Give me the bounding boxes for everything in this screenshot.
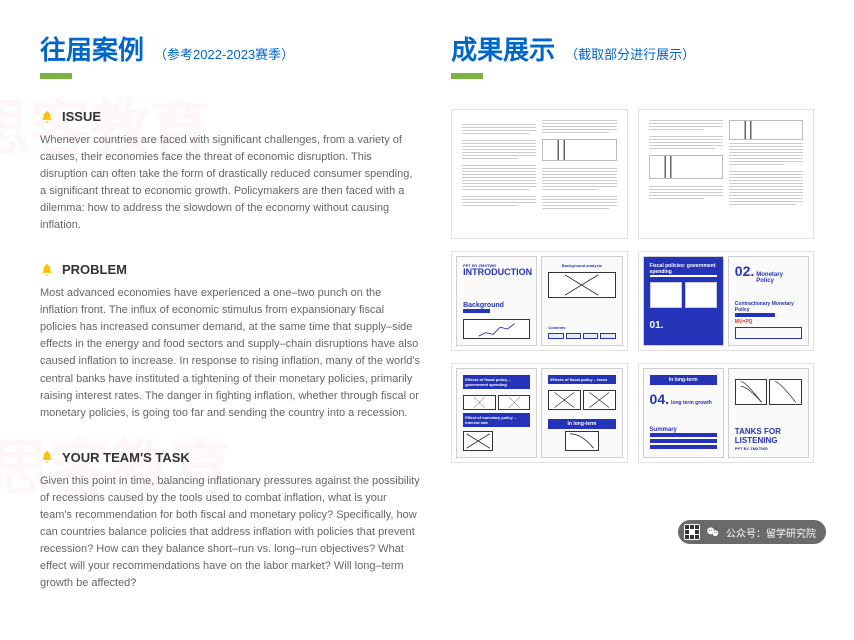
ppt-slide: Background analysis Contents — [541, 256, 622, 346]
ppt-chart-icon — [769, 379, 802, 405]
thumb-row — [451, 109, 814, 239]
doc-page — [729, 120, 803, 228]
section-problem: PROBLEM Most advanced economies have exp… — [40, 262, 421, 421]
ppt-effects-fiscal: Effects of fiscal policy – government sp… — [463, 375, 530, 389]
section-title: ISSUE — [62, 109, 101, 124]
ppt-contents-label: Contents — [548, 325, 615, 330]
section-task: YOUR TEAM'S TASK Given this point in tim… — [40, 450, 421, 592]
ppt-intro-title: INTRODUCTION — [463, 268, 530, 277]
ppt-chart-icon — [463, 319, 530, 339]
ppt-thumbnail: Fiscal policies: government spending 01.… — [638, 251, 814, 351]
wechat-badge[interactable]: 公众号：留学研究院 — [678, 520, 826, 544]
qr-code-icon — [684, 524, 700, 540]
ppt-fiscal-label: Fiscal policies: government spending — [650, 263, 717, 275]
thumbnail-grid: PPT BY ZMXTWD INTRODUCTION Background Ba… — [451, 109, 814, 463]
ppt-chart-icon — [548, 390, 581, 410]
ppt-chart-icon — [565, 431, 599, 451]
ppt-thumbnail: PPT BY ZMXTWD INTRODUCTION Background Ba… — [451, 251, 627, 351]
left-title: 往届案例 — [40, 30, 144, 67]
ppt-effects-fiscal2: Effects of fiscal policy – taxes — [548, 375, 615, 384]
section-body: Given this point in time, balancing infl… — [40, 473, 421, 592]
ppt-num-04: 04. — [650, 391, 669, 407]
ppt-effects-monetary: Effect of monetary policy – interest rat… — [463, 413, 530, 427]
ppt-chart-icon — [685, 282, 717, 308]
thumb-row: Effects of fiscal policy – government sp… — [451, 363, 814, 463]
ppt-chart-icon — [735, 379, 768, 405]
section-body: Most advanced economies have experienced… — [40, 285, 421, 421]
contents-boxes — [548, 333, 615, 339]
ppt-chart-icon — [548, 272, 615, 298]
mvpq-equation: MV=PQ — [735, 319, 802, 325]
wechat-badge-label: 公众号：留学研究院 — [726, 525, 816, 540]
ppt-chart-icon — [498, 395, 531, 410]
ppt-slide: TANKS FOR LISTENING PPT BY ZMXTWD — [728, 368, 809, 458]
ppt-chart-icon — [583, 390, 616, 410]
ppt-chart-icon — [650, 282, 682, 308]
bell-icon — [40, 450, 54, 464]
green-accent-bar — [40, 73, 72, 79]
ppt-slide: Effects of fiscal policy – government sp… — [456, 368, 537, 458]
document-thumbnail — [451, 109, 627, 239]
ppt-slide: Fiscal policies: government spending 01. — [643, 256, 724, 346]
left-subtitle: （参考2022-2023赛季） — [154, 44, 294, 63]
right-subtitle: （截取部分进行展示） — [565, 44, 695, 63]
ppt-slide: PPT BY ZMXTWD INTRODUCTION Background — [456, 256, 537, 346]
ppt-inlongterm: In long-term — [548, 419, 615, 429]
section-issue: ISSUE Whenever countries are faced with … — [40, 109, 421, 234]
ppt-slide: 02. Monetary Policy Contractionary Monet… — [728, 256, 809, 346]
section-head: ISSUE — [40, 109, 421, 124]
ppt-slide: In long-term 04. long term growth Summar… — [643, 368, 724, 458]
section-title: YOUR TEAM'S TASK — [62, 450, 190, 465]
right-title: 成果展示 — [451, 30, 555, 67]
ppt-thanks: TANKS FOR LISTENING — [735, 428, 802, 446]
doc-page — [649, 120, 723, 228]
doc-chart-icon — [729, 120, 803, 140]
section-head: YOUR TEAM'S TASK — [40, 450, 421, 465]
green-accent-bar — [451, 73, 483, 79]
ppt-thumbnail: In long-term 04. long term growth Summar… — [638, 363, 814, 463]
ppt-contractionary: Contractionary Monetary Policy — [735, 301, 802, 313]
ppt-box — [735, 327, 802, 339]
ppt-num-02: 02. — [735, 263, 754, 279]
ppt-chart-icon — [463, 395, 496, 410]
ppt-thumbnail: Effects of fiscal policy – government sp… — [451, 363, 627, 463]
section-title: PROBLEM — [62, 262, 127, 277]
section-body: Whenever countries are faced with signif… — [40, 132, 421, 234]
section-head: PROBLEM — [40, 262, 421, 277]
right-header: 成果展示 （截取部分进行展示） — [451, 30, 814, 67]
doc-page — [542, 120, 616, 228]
doc-page — [462, 120, 536, 228]
ppt-inlongterm2: In long-term — [650, 375, 717, 385]
bell-icon — [40, 263, 54, 277]
wechat-icon — [706, 525, 720, 539]
ppt-background-label: Background — [463, 302, 530, 309]
ppt-num-01: 01. — [650, 320, 664, 331]
left-column: 往届案例 （参考2022-2023赛季） ISSUE Whenever coun… — [40, 30, 421, 620]
ppt-longterm-growth: long term growth — [671, 400, 712, 406]
thumb-row: PPT BY ZMXTWD INTRODUCTION Background Ba… — [451, 251, 814, 351]
ppt-label: PPT BY ZMXTWD — [735, 446, 802, 451]
doc-chart-icon — [542, 139, 616, 161]
ppt-bg-analysis: Background analysis — [548, 263, 615, 268]
ppt-chart-icon — [463, 431, 493, 451]
ppt-slide: Effects of fiscal policy – taxes In long… — [541, 368, 622, 458]
document-thumbnail — [638, 109, 814, 239]
doc-chart-icon — [649, 155, 723, 179]
left-header: 往届案例 （参考2022-2023赛季） — [40, 30, 421, 67]
bell-icon — [40, 110, 54, 124]
ppt-monetary-label: Monetary Policy — [756, 272, 802, 284]
